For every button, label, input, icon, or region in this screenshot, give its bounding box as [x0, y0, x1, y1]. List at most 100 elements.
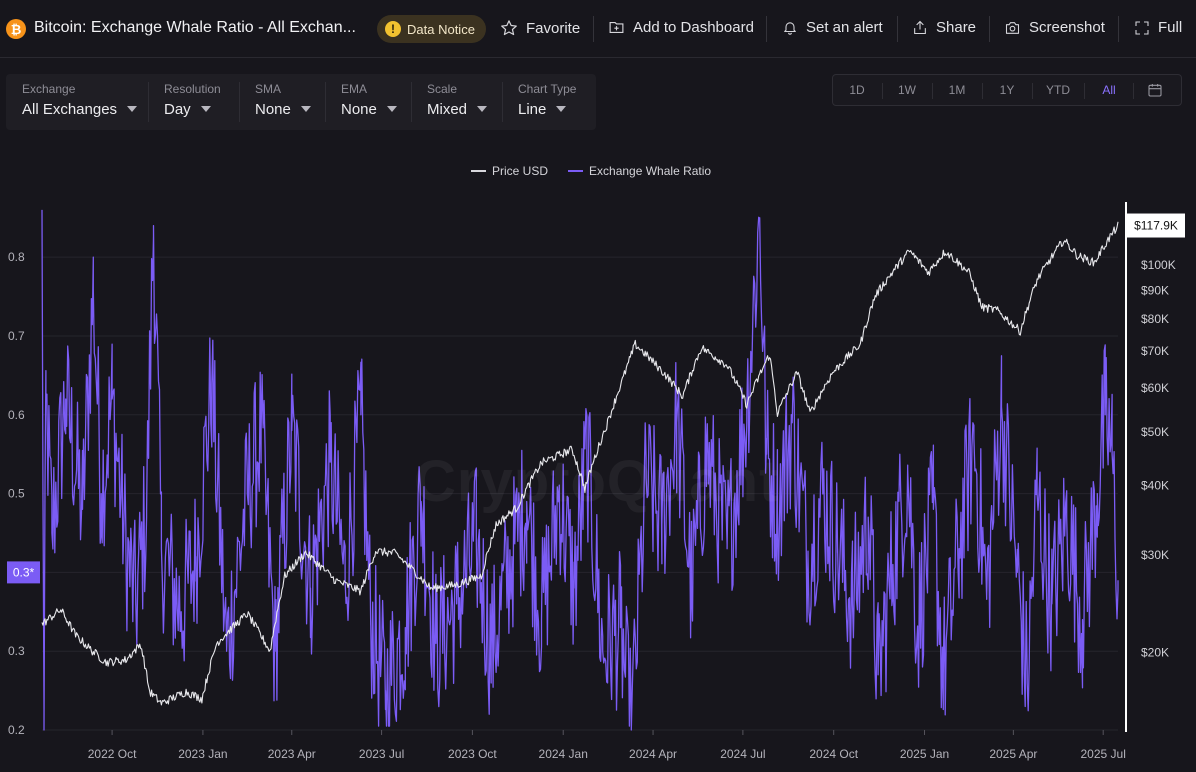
- right-axis-tick-label: $20K: [1141, 646, 1169, 660]
- camera-icon: [1005, 21, 1020, 34]
- caret-down-icon: [556, 105, 567, 112]
- exchange-select-label: Exchange: [22, 82, 76, 96]
- range-divider: [882, 83, 883, 99]
- right-axis-tick-label: $40K: [1141, 479, 1169, 493]
- series-line-price-usd[interactable]: [41, 221, 1119, 706]
- range-divider: [1032, 83, 1033, 99]
- x-axis-tick-label: 2023 Oct: [448, 747, 497, 761]
- calendar-button[interactable]: [1147, 82, 1163, 103]
- series-line-exchange-whale-ratio[interactable]: [41, 209, 1119, 731]
- add-to-dashboard-label: Add to Dashboard: [633, 19, 754, 36]
- left-axis-tick-label: 0.7: [8, 329, 25, 343]
- right-axis-tick-label: $60K: [1141, 381, 1169, 395]
- ema-select-label: EMA: [341, 82, 368, 96]
- header-divider: [897, 16, 898, 42]
- scale-select-value: Mixed: [427, 101, 468, 118]
- fullscreen-icon: [1135, 20, 1149, 35]
- range-1w-button[interactable]: 1W: [898, 83, 916, 97]
- sma-select[interactable]: SMA None: [255, 82, 311, 122]
- chart-type-select[interactable]: Chart Type Line: [518, 82, 576, 122]
- left-axis-tick-label: 0.8: [8, 250, 25, 264]
- header-divider: [593, 16, 594, 42]
- time-range-selector: 1D 1W 1M 1Y YTD All: [832, 74, 1182, 106]
- left-axis-current-value-badge: [7, 561, 40, 584]
- legend-swatch-price: [471, 170, 486, 172]
- bitcoin-icon: ₿: [6, 19, 26, 39]
- left-axis-tick-label: 0.3: [8, 644, 25, 658]
- x-axis-tick-label: 2023 Apr: [268, 747, 316, 761]
- legend-item-price[interactable]: Price USD: [471, 164, 548, 178]
- right-axis-current-value-badge: [1127, 213, 1185, 238]
- add-to-dashboard-button[interactable]: Add to Dashboard: [608, 19, 754, 36]
- filter-divider: [502, 82, 503, 122]
- right-axis-tick-label: $100K: [1141, 258, 1176, 272]
- x-axis-tick-label: 2024 Apr: [629, 747, 677, 761]
- chart-legend: Price USD Exchange Whale Ratio: [471, 164, 731, 178]
- x-axis-tick-label: 2023 Jul: [359, 747, 404, 761]
- dashboard-add-icon: [609, 21, 624, 34]
- exchange-select[interactable]: Exchange All Exchanges: [22, 82, 138, 122]
- set-alert-label: Set an alert: [806, 19, 883, 36]
- left-axis-current-value-label: 0.3*: [13, 565, 35, 579]
- range-divider: [982, 83, 983, 99]
- screenshot-button[interactable]: Screenshot: [1004, 19, 1105, 36]
- set-alert-button[interactable]: Set an alert: [782, 19, 883, 36]
- warning-icon: !: [385, 21, 401, 37]
- share-button[interactable]: Share: [912, 19, 976, 36]
- calendar-icon: [1148, 84, 1162, 97]
- sma-select-value: None: [255, 101, 291, 118]
- right-axis-tick-label: $30K: [1141, 548, 1169, 562]
- left-axis-tick-label: 0.2: [8, 723, 25, 737]
- caret-down-icon: [300, 105, 311, 112]
- x-axis-tick-label: 2024 Oct: [809, 747, 858, 761]
- favorite-button[interactable]: Favorite: [500, 19, 580, 37]
- star-icon: [501, 20, 517, 36]
- x-axis-tick-label: 2023 Jan: [178, 747, 227, 761]
- legend-swatch-whale-ratio: [568, 170, 584, 172]
- range-1d-button[interactable]: 1D: [849, 83, 865, 97]
- right-axis-tick-label: $70K: [1141, 344, 1169, 358]
- filter-divider: [239, 82, 240, 122]
- resolution-select[interactable]: Resolution Day: [164, 82, 221, 122]
- legend-item-whale-ratio[interactable]: Exchange Whale Ratio: [568, 164, 711, 178]
- filter-divider: [411, 82, 412, 122]
- caret-down-icon: [127, 105, 138, 112]
- exchange-select-value: All Exchanges: [22, 101, 118, 118]
- right-axis-tick-label: $80K: [1141, 312, 1169, 326]
- x-axis-tick-label: 2022 Oct: [88, 747, 137, 761]
- left-axis-tick-label: 0.6: [8, 408, 25, 422]
- ema-select[interactable]: EMA None: [341, 82, 397, 122]
- chart-type-select-value: Line: [518, 101, 547, 118]
- data-notice-button[interactable]: ! Data Notice: [377, 15, 486, 43]
- scale-select-label: Scale: [427, 82, 458, 96]
- legend-label-price: Price USD: [492, 164, 549, 178]
- caret-down-icon: [200, 105, 211, 112]
- filter-divider: [148, 82, 149, 122]
- range-1y-button[interactable]: 1Y: [999, 83, 1015, 97]
- watermark-logo: CryptoQuant: [414, 449, 780, 514]
- filter-divider: [325, 82, 326, 122]
- chart-area[interactable]: 0.2 0.3 0.5 0.6 0.7 0.8 2022 Oct 2023 Jan 2023 A…: [0, 190, 1196, 772]
- x-axis-tick-label: 2025 Jan: [900, 747, 949, 761]
- page-header: ₿ Bitcoin: Exchange Whale Ratio - All Ex…: [0, 0, 1196, 58]
- caret-down-icon: [477, 105, 488, 112]
- range-ytd-button[interactable]: YTD: [1046, 83, 1070, 97]
- favorite-label: Favorite: [526, 19, 581, 37]
- ema-select-value: None: [341, 101, 377, 118]
- chart-filter-bar: Exchange All Exchanges Resolution Day SM…: [6, 74, 596, 130]
- bell-icon: [784, 22, 796, 35]
- sma-select-label: SMA: [255, 82, 282, 96]
- caret-down-icon: [386, 105, 397, 112]
- scale-select[interactable]: Scale Mixed: [427, 82, 488, 122]
- range-all-button[interactable]: All: [1102, 83, 1116, 97]
- x-axis-tick-label: 2025 Apr: [989, 747, 1037, 761]
- share-label: Share: [936, 19, 977, 36]
- resolution-select-value: Day: [164, 101, 191, 118]
- right-axis-tick-label: $90K: [1141, 284, 1169, 298]
- data-notice-label: Data Notice: [407, 21, 475, 37]
- legend-label-whale-ratio: Exchange Whale Ratio: [589, 164, 712, 178]
- resolution-select-label: Resolution: [164, 82, 221, 96]
- range-divider: [1133, 83, 1134, 99]
- fullscreen-button[interactable]: Full: [1134, 19, 1182, 36]
- range-1m-button[interactable]: 1M: [948, 83, 966, 97]
